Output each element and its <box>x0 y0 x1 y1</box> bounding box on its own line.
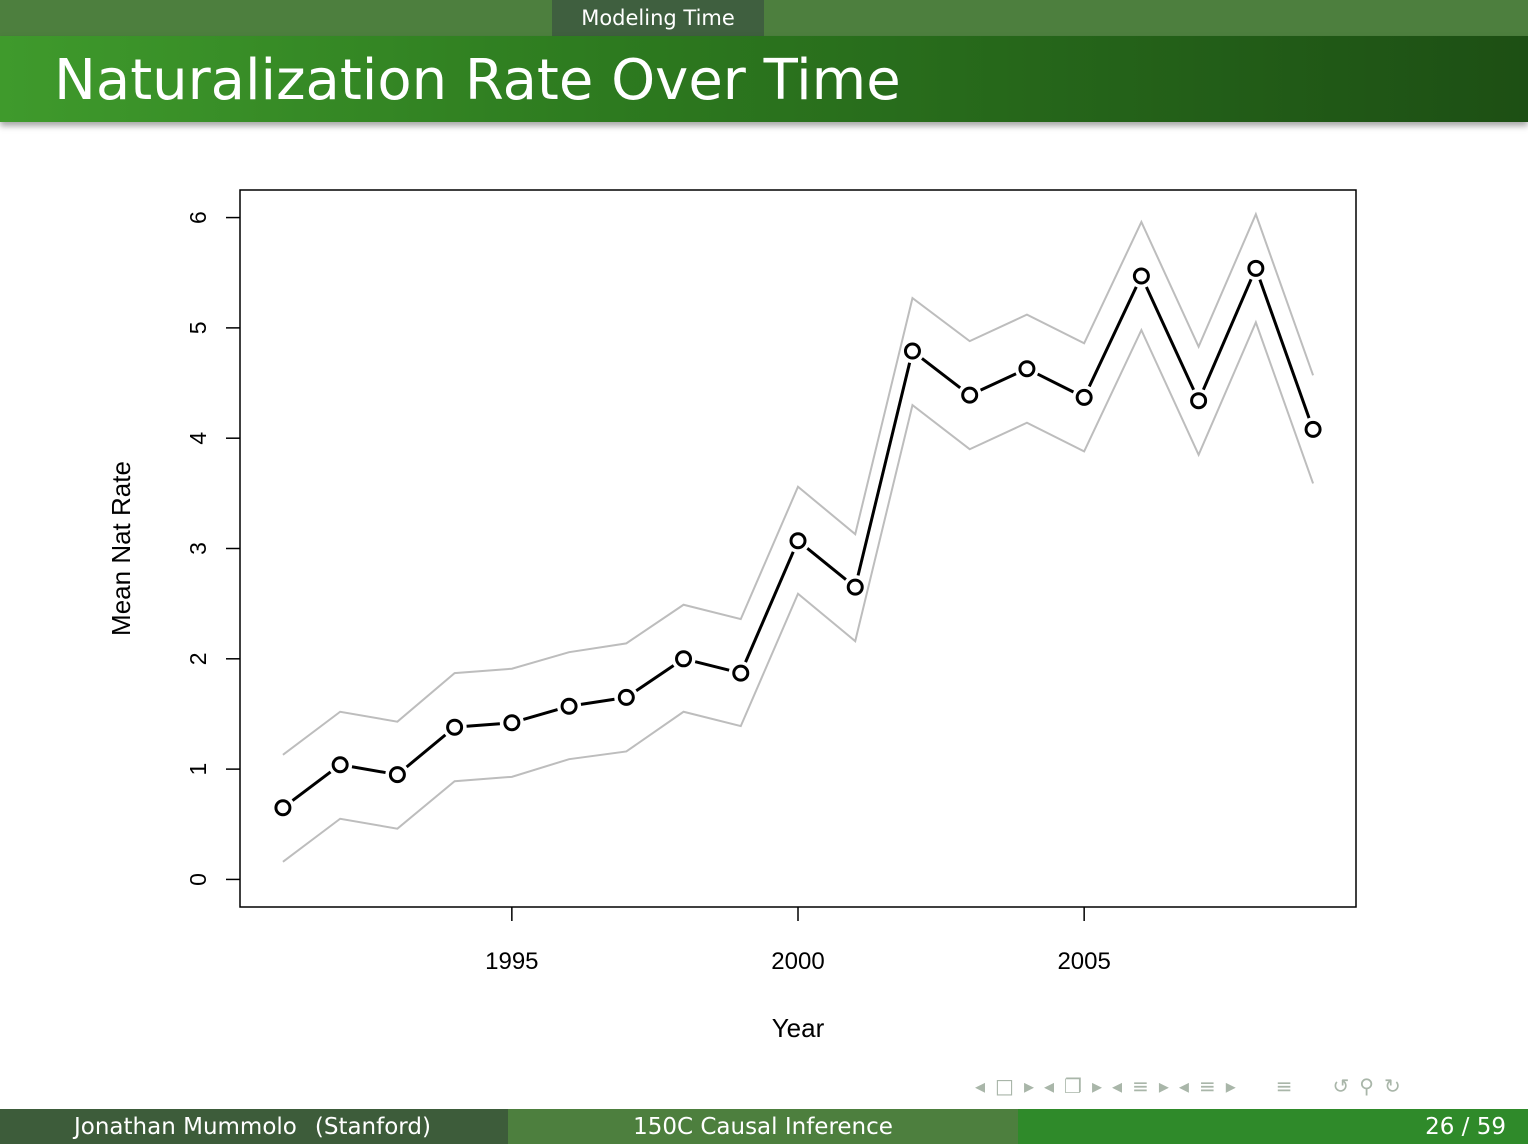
mean-point <box>1018 360 1036 378</box>
frame-icon[interactable]: □ <box>995 1074 1014 1098</box>
y-axis-label: Mean Nat Rate <box>106 461 136 636</box>
triangle-left-icon[interactable]: ◂ <box>975 1074 986 1098</box>
mean-point <box>1190 392 1208 410</box>
y-tick-label: 3 <box>185 542 211 555</box>
mean-line-segment <box>744 551 795 663</box>
upper-band-line <box>282 211 1315 756</box>
triangle-right-icon[interactable]: ▸ <box>1158 1074 1169 1098</box>
x-tick-label: 1995 <box>485 948 538 975</box>
mean-point <box>846 578 864 596</box>
mean-point <box>675 650 693 668</box>
align-icon[interactable]: ≡ <box>1275 1074 1293 1098</box>
subsection-icon[interactable]: ❐ <box>1064 1074 1082 1098</box>
mean-line-segment <box>405 733 447 769</box>
mean-point <box>789 532 807 550</box>
mean-point <box>503 714 521 732</box>
footer-author: Jonathan Mummolo <box>74 1113 297 1140</box>
triangle-left-icon[interactable]: ◂ <box>1178 1074 1189 1098</box>
y-tick-label: 4 <box>185 432 211 445</box>
triangle-left-icon[interactable]: ◂ <box>1112 1074 1123 1098</box>
mean-line-segment <box>351 765 386 775</box>
mean-line-segment <box>1036 372 1075 394</box>
mean-line-segment <box>979 372 1017 392</box>
y-tick-label: 2 <box>185 652 211 665</box>
footer-author-box: Jonathan Mummolo (Stanford) <box>0 1109 508 1144</box>
triangle-right-icon[interactable]: ▸ <box>1225 1074 1236 1098</box>
mean-line-segment <box>856 362 912 576</box>
search-icon[interactable]: ⚲ <box>1359 1074 1374 1098</box>
mean-line-segment <box>466 722 500 728</box>
mean-point <box>1304 420 1322 438</box>
mean-point <box>1132 267 1150 285</box>
triangle-right-icon[interactable]: ▸ <box>1023 1074 1034 1098</box>
mean-line-segment <box>921 357 962 390</box>
mean-line-segment <box>580 697 615 706</box>
mean-point <box>446 718 464 736</box>
mean-line-segment <box>694 660 730 672</box>
mean-point <box>903 342 921 360</box>
footer: Jonathan Mummolo (Stanford) 150C Causal … <box>0 1109 1528 1144</box>
mean-point <box>732 664 750 682</box>
mean-line-segment <box>1258 279 1311 419</box>
lower-band-line <box>282 319 1315 863</box>
mean-point <box>331 756 349 774</box>
slide-title: Naturalization Rate Over Time <box>54 48 901 113</box>
mean-point <box>560 697 578 715</box>
align-icon[interactable]: ≡ <box>1132 1074 1149 1098</box>
mean-line-segment <box>1087 286 1138 388</box>
mean-line-segment <box>522 708 558 721</box>
mean-line-segment <box>1202 278 1253 391</box>
mean-line-segment <box>291 770 332 802</box>
y-tick-label: 6 <box>185 211 211 224</box>
mean-point <box>961 386 979 404</box>
undo-icon[interactable]: ↺ <box>1332 1074 1350 1098</box>
mean-line-segment <box>1145 286 1195 391</box>
beamer-navigation: ◂ □ ▸ ◂ ❐ ▸ ◂ ≡ ▸ ◂ ≡ ▸ ≡ ↺ ⚲ ↻ <box>975 1072 1520 1100</box>
footer-page: 26 / 59 <box>1425 1113 1506 1140</box>
mean-point <box>388 766 406 784</box>
footer-course: 150C Causal Inference <box>633 1113 893 1140</box>
mean-line-segment <box>806 547 847 581</box>
y-tick-label: 1 <box>185 763 211 776</box>
triangle-right-icon[interactable]: ▸ <box>1091 1074 1103 1098</box>
y-tick-label: 0 <box>185 873 211 886</box>
x-axis-label: Year <box>772 1013 825 1043</box>
footer-page-box: 26 / 59 <box>1018 1109 1528 1144</box>
x-tick-label: 2005 <box>1057 948 1110 975</box>
mean-point <box>1075 388 1093 406</box>
footer-affiliation: (Stanford) <box>314 1113 431 1140</box>
triangle-left-icon[interactable]: ◂ <box>1044 1074 1055 1098</box>
footer-course-box: 150C Causal Inference <box>508 1109 1018 1144</box>
x-tick-label: 2000 <box>771 948 824 975</box>
y-tick-label: 5 <box>185 321 211 334</box>
section-label[interactable]: Modeling Time <box>552 0 764 36</box>
mean-point <box>617 688 635 706</box>
section-bar <box>0 0 1528 36</box>
mean-line-segment <box>635 664 675 692</box>
align-icon[interactable]: ≡ <box>1198 1074 1216 1098</box>
mean-point <box>1247 259 1265 277</box>
redo-icon[interactable]: ↻ <box>1383 1074 1401 1098</box>
title-bar <box>0 36 1528 122</box>
mean-point <box>274 799 292 817</box>
line-chart: 0 1 2 3 4 5 6 1995 2000 2005 Year Mean Nat Rate <box>106 189 1357 1043</box>
